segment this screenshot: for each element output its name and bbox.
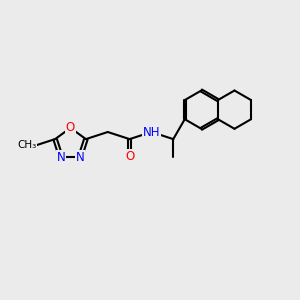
Text: N: N	[76, 151, 84, 164]
Text: CH₃: CH₃	[18, 140, 37, 150]
Text: O: O	[66, 122, 75, 134]
Text: N: N	[57, 151, 65, 164]
Text: NH: NH	[143, 125, 160, 139]
Text: O: O	[125, 150, 134, 163]
